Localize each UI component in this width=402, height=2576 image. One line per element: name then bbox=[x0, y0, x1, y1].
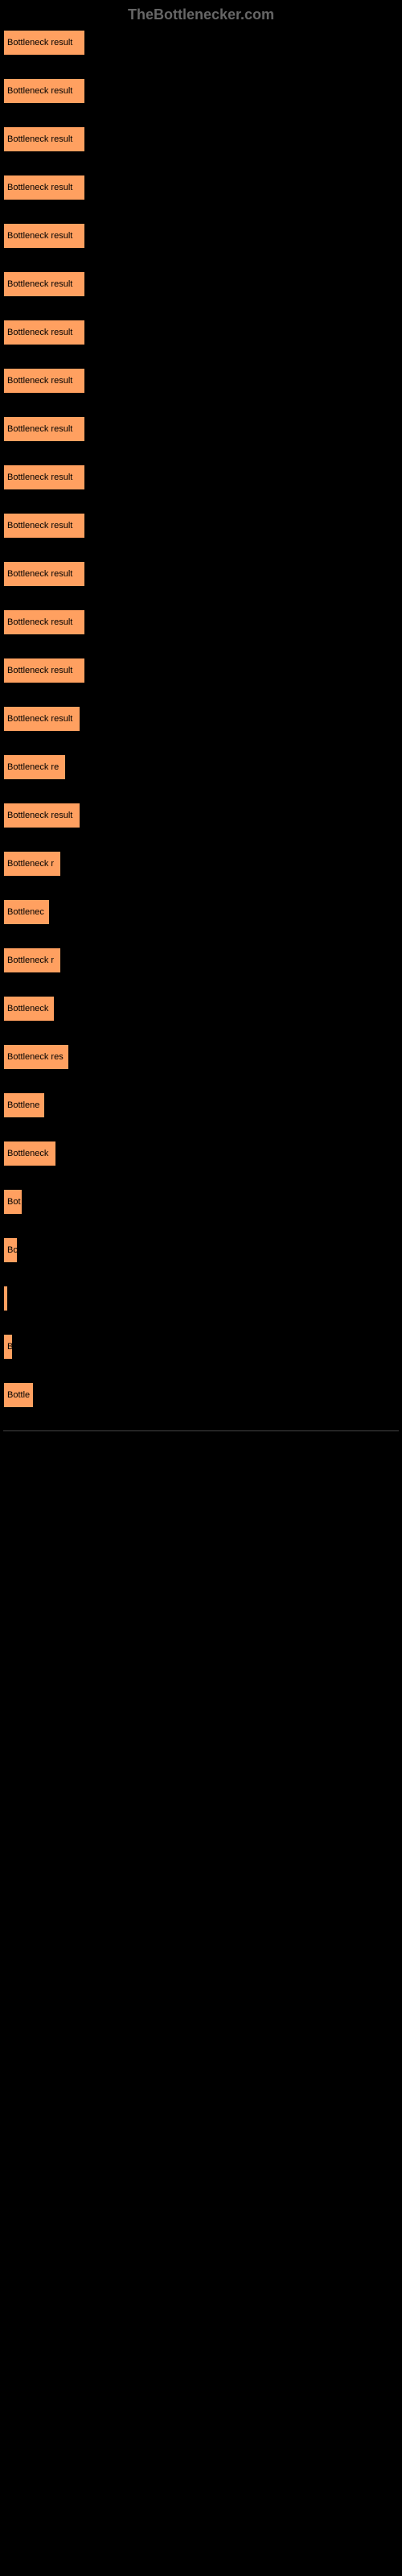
bar-row: Bottleneck result bbox=[3, 271, 399, 297]
bar-row: Bottleneck result bbox=[3, 464, 399, 490]
bar-label: Bottleneck result bbox=[7, 473, 72, 482]
bar-label: Bottleneck re bbox=[7, 762, 59, 772]
bar-row: Bottleneck result bbox=[3, 803, 399, 828]
chart-bar: Bottleneck result bbox=[3, 271, 85, 297]
bar-row: Bottlenec bbox=[3, 899, 399, 925]
bar-label: Bottleneck result bbox=[7, 183, 72, 192]
chart-bar: Bottleneck bbox=[3, 1141, 56, 1166]
chart-bar: Bottleneck result bbox=[3, 706, 80, 732]
chart-bar: Bottleneck result bbox=[3, 609, 85, 635]
bar-chart: Bottleneck result Bottleneck result Bottle… bbox=[0, 30, 402, 1408]
bar-row: Bottleneck result bbox=[3, 30, 399, 56]
bar-label: Bottleneck res bbox=[7, 1052, 64, 1062]
bar-row: Bottleneck result bbox=[3, 368, 399, 394]
bar-row: Bottleneck result bbox=[3, 561, 399, 587]
bar-label: Bottlenec bbox=[7, 907, 44, 917]
chart-bar: Bottleneck result bbox=[3, 30, 85, 56]
bar-row: Bottleneck result bbox=[3, 320, 399, 345]
bar-row: Bo bbox=[3, 1237, 399, 1263]
bar-row: Bottleneck r bbox=[3, 947, 399, 973]
bar-label: Bottleneck result bbox=[7, 328, 72, 337]
bar-label: Bottleneck result bbox=[7, 811, 72, 820]
site-title: TheBottlenecker.com bbox=[128, 6, 274, 23]
bar-label: Bottleneck result bbox=[7, 424, 72, 434]
chart-bar: Bottleneck re bbox=[3, 754, 66, 780]
chart-bar: Bo bbox=[3, 1237, 18, 1263]
bar-row: B bbox=[3, 1334, 399, 1360]
bar-label: Bo bbox=[7, 1245, 18, 1255]
bar-row: Bottleneck result bbox=[3, 416, 399, 442]
chart-bar: Bottleneck result bbox=[3, 658, 85, 683]
bar-row: Bottleneck result bbox=[3, 658, 399, 683]
bar-row: Bottleneck result bbox=[3, 513, 399, 539]
bar-row: Bottle bbox=[3, 1382, 399, 1408]
chart-bar: Bottleneck r bbox=[3, 947, 61, 973]
bar-label: Bottle bbox=[7, 1390, 30, 1400]
chart-bar bbox=[3, 1286, 8, 1311]
bar-row: Bottleneck result bbox=[3, 78, 399, 104]
bar-label: Bottleneck result bbox=[7, 86, 72, 96]
bar-label: Bottleneck result bbox=[7, 231, 72, 241]
bar-label: Bottleneck result bbox=[7, 376, 72, 386]
bar-row: Bottleneck result bbox=[3, 126, 399, 152]
chart-bar: Bottleneck r bbox=[3, 851, 61, 877]
chart-bar: Bottleneck result bbox=[3, 803, 80, 828]
chart-bar: Bottlene bbox=[3, 1092, 45, 1118]
bar-row: Bottleneck res bbox=[3, 1044, 399, 1070]
bar-label: Bottleneck result bbox=[7, 666, 72, 675]
bar-label: Bottleneck bbox=[7, 1149, 48, 1158]
bar-row: Bot bbox=[3, 1189, 399, 1215]
chart-bar: Bottleneck result bbox=[3, 416, 85, 442]
bar-row bbox=[3, 1286, 399, 1311]
chart-bar: Bottleneck result bbox=[3, 561, 85, 587]
bar-label: Bottleneck result bbox=[7, 38, 72, 47]
bar-row: Bottleneck result bbox=[3, 175, 399, 200]
chart-bar: B bbox=[3, 1334, 13, 1360]
bar-label: Bottleneck result bbox=[7, 134, 72, 144]
bar-label: B bbox=[7, 1342, 13, 1352]
bar-row: Bottleneck bbox=[3, 1141, 399, 1166]
chart-bar: Bottleneck result bbox=[3, 78, 85, 104]
bar-label: Bot bbox=[7, 1197, 21, 1207]
chart-bar: Bottleneck result bbox=[3, 223, 85, 249]
chart-bar: Bot bbox=[3, 1189, 23, 1215]
chart-bar: Bottleneck result bbox=[3, 464, 85, 490]
bar-label: Bottleneck result bbox=[7, 279, 72, 289]
chart-bar: Bottleneck res bbox=[3, 1044, 69, 1070]
chart-bar: Bottleneck result bbox=[3, 320, 85, 345]
bar-row: Bottlene bbox=[3, 1092, 399, 1118]
bar-label: Bottleneck result bbox=[7, 569, 72, 579]
bar-label: Bottleneck bbox=[7, 1004, 48, 1013]
chart-bar: Bottleneck result bbox=[3, 368, 85, 394]
bar-row: Bottleneck result bbox=[3, 223, 399, 249]
chart-bar: Bottleneck result bbox=[3, 175, 85, 200]
bar-label: Bottlene bbox=[7, 1100, 39, 1110]
chart-bar: Bottleneck result bbox=[3, 513, 85, 539]
bar-label: Bottleneck result bbox=[7, 521, 72, 530]
bar-row: Bottleneck re bbox=[3, 754, 399, 780]
footer-divider bbox=[3, 1430, 399, 1431]
bar-label: Bottleneck result bbox=[7, 714, 72, 724]
chart-bar: Bottleneck bbox=[3, 996, 55, 1022]
chart-bar: Bottle bbox=[3, 1382, 34, 1408]
page-header: TheBottlenecker.com bbox=[0, 0, 402, 30]
bar-label: Bottleneck result bbox=[7, 617, 72, 627]
bar-row: Bottleneck bbox=[3, 996, 399, 1022]
bar-row: Bottleneck result bbox=[3, 609, 399, 635]
bar-label: Bottleneck r bbox=[7, 956, 54, 965]
bar-row: Bottleneck r bbox=[3, 851, 399, 877]
bar-label: Bottleneck r bbox=[7, 859, 54, 869]
chart-bar: Bottleneck result bbox=[3, 126, 85, 152]
bar-row: Bottleneck result bbox=[3, 706, 399, 732]
chart-bar: Bottlenec bbox=[3, 899, 50, 925]
